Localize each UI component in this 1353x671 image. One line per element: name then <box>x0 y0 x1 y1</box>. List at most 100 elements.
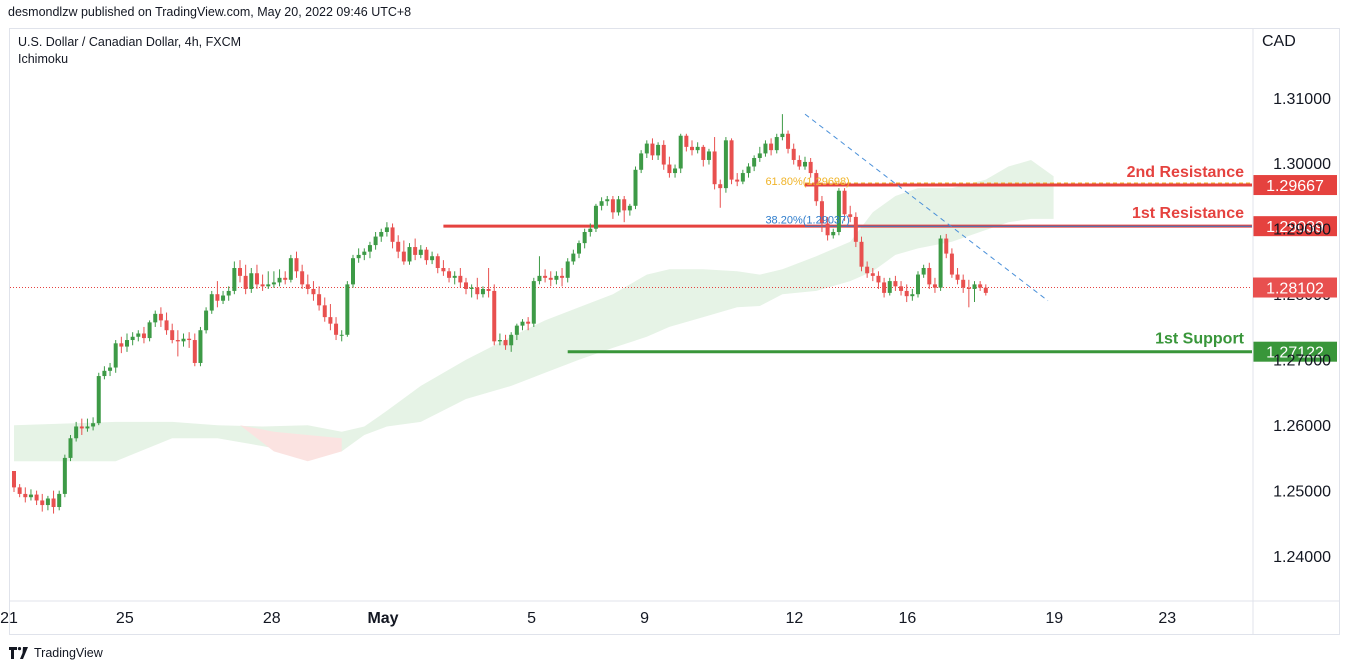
candle <box>842 188 847 221</box>
candle-body <box>464 282 468 289</box>
footer: TradingView <box>9 646 103 660</box>
candle-body <box>390 227 395 242</box>
candle-body <box>328 317 333 324</box>
candle-body <box>853 216 858 242</box>
candle <box>740 169 745 185</box>
candle-body <box>238 268 242 276</box>
candle-body <box>910 294 915 297</box>
candle <box>639 150 644 174</box>
candle <box>334 317 339 341</box>
candle <box>616 195 621 216</box>
candle <box>435 253 440 274</box>
candle <box>712 137 717 190</box>
candle <box>983 284 988 296</box>
time-tick-label: 21 <box>0 610 18 627</box>
candle <box>401 240 406 265</box>
price-tick-label: 1.29000 <box>1273 222 1331 239</box>
candle <box>45 495 50 511</box>
candle <box>413 238 418 261</box>
time-tick-label: 5 <box>527 610 536 627</box>
currency-label[interactable]: CAD <box>1262 33 1296 50</box>
candle-body <box>588 228 593 232</box>
candle <box>972 281 977 303</box>
candle <box>396 235 401 259</box>
candle-body <box>514 325 519 335</box>
candle <box>791 143 796 165</box>
candle <box>718 179 723 208</box>
candle-body <box>367 245 372 252</box>
candle-body <box>870 273 875 276</box>
indicator-name[interactable]: Ichimoku <box>18 52 69 66</box>
candle-body <box>887 281 892 293</box>
candle-body <box>571 253 576 262</box>
candle <box>961 274 966 293</box>
descending-trendline <box>804 113 1049 302</box>
candle-body <box>650 143 655 156</box>
candle-body <box>831 231 836 236</box>
candle <box>221 290 226 305</box>
candle-body <box>283 277 288 280</box>
candle-body <box>876 275 881 283</box>
candle <box>362 248 367 261</box>
candle <box>882 277 887 298</box>
candle-body <box>633 169 638 206</box>
candle-body <box>147 322 152 339</box>
candle <box>599 197 604 211</box>
candle <box>774 133 779 154</box>
candle-body <box>836 190 841 232</box>
candle-body <box>763 143 768 154</box>
price-tick-label: 1.26000 <box>1273 418 1331 435</box>
candle <box>170 323 175 344</box>
candle-body <box>164 320 169 331</box>
candle-body <box>509 334 514 346</box>
resistance-2-price-text: 1.29667 <box>1266 178 1324 195</box>
candle <box>384 222 389 237</box>
candle <box>441 260 446 276</box>
candle <box>661 140 666 170</box>
candle-body <box>723 140 728 189</box>
tradingview-logo-icon <box>9 647 28 659</box>
candle <box>424 247 429 265</box>
candle-body <box>791 148 796 160</box>
candle <box>548 271 553 287</box>
candle <box>723 137 728 193</box>
time-tick-label: 16 <box>898 610 916 627</box>
candle-body <box>548 277 553 280</box>
candle-body <box>932 284 937 288</box>
candle-body <box>62 457 67 494</box>
candle-body <box>848 214 853 217</box>
candle <box>859 236 864 272</box>
candle <box>204 307 209 334</box>
candle <box>910 288 915 301</box>
symbol-name[interactable]: U.S. Dollar / Canadian Dollar, 4h, FXCM <box>18 35 242 49</box>
candle-body <box>475 287 480 295</box>
candle-body <box>226 290 231 296</box>
candle <box>136 330 141 342</box>
candle <box>819 195 824 232</box>
candle <box>209 290 214 314</box>
candle-body <box>424 249 429 261</box>
candle <box>509 332 514 352</box>
candle-body <box>520 321 525 326</box>
candle-body <box>577 243 581 254</box>
footer-brand[interactable]: TradingView <box>34 646 103 660</box>
candle <box>644 140 649 158</box>
candle-body <box>610 199 615 213</box>
candle <box>74 421 79 442</box>
candle-body <box>927 268 932 285</box>
candle <box>226 286 231 301</box>
price-tick-label: 1.31000 <box>1273 91 1331 108</box>
candle-body <box>565 261 570 278</box>
candle <box>514 323 519 341</box>
candle <box>158 307 163 327</box>
candle <box>853 212 858 248</box>
candlesticks <box>12 114 988 514</box>
candle <box>729 138 734 185</box>
candle-body <box>102 370 107 377</box>
candle-body <box>593 205 598 229</box>
price-tick-label: 1.27000 <box>1273 353 1331 370</box>
candle-body <box>921 268 926 275</box>
candle-body <box>718 184 723 189</box>
candle-body <box>746 166 751 174</box>
